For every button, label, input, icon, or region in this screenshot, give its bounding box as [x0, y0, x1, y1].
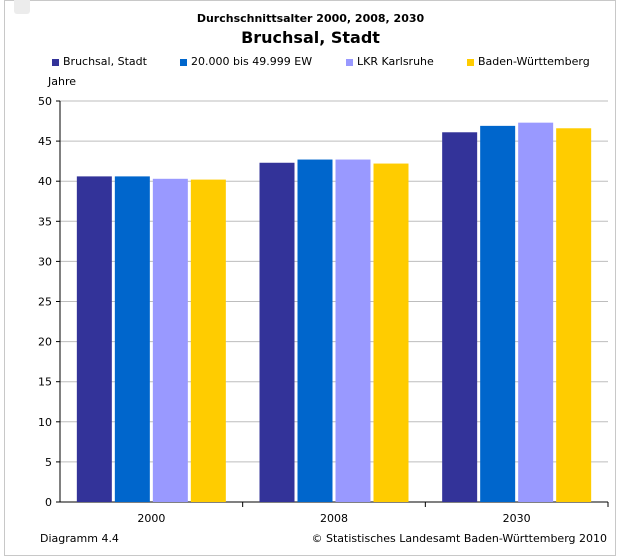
bar — [190, 179, 226, 502]
bar — [335, 159, 371, 502]
bar — [480, 125, 516, 502]
y-tick-label: 20 — [38, 336, 52, 349]
y-tick-label: 25 — [38, 296, 52, 309]
y-tick-label: 15 — [38, 376, 52, 389]
legend-label-4: Baden-Württemberg — [478, 55, 590, 68]
bar — [518, 122, 554, 503]
chart-subtitle: Bruchsal, Stadt — [241, 28, 380, 47]
bar — [442, 132, 478, 502]
legend-swatch-1 — [52, 59, 59, 66]
x-tick-label: 2030 — [503, 512, 531, 525]
bar — [114, 176, 150, 502]
y-tick-label: 10 — [38, 416, 52, 429]
legend-swatch-4 — [467, 59, 474, 66]
legend-swatch-2 — [180, 59, 187, 66]
y-tick-label: 5 — [45, 456, 52, 469]
bar — [373, 163, 409, 502]
y-tick-label: 40 — [38, 175, 52, 188]
y-tick-label: 45 — [38, 135, 52, 148]
bar — [152, 178, 188, 502]
corner-decoration — [14, 0, 30, 14]
y-tick-label: 0 — [45, 496, 52, 509]
x-tick-label: 2000 — [137, 512, 165, 525]
bar — [556, 128, 592, 502]
y-tick-label: 30 — [38, 255, 52, 268]
y-tick-label: 50 — [38, 95, 52, 108]
diagram-number: Diagramm 4.4 — [40, 532, 119, 545]
chart-title: Durchschnittsalter 2000, 2008, 2030 — [196, 12, 425, 25]
bar — [297, 159, 333, 502]
copyright-note: © Statistisches Landesamt Baden-Württemb… — [311, 532, 607, 545]
x-tick-label: 2008 — [320, 512, 348, 525]
legend-label-1: Bruchsal, Stadt — [63, 55, 147, 68]
y-tick-label: 35 — [38, 215, 52, 228]
bar — [76, 176, 112, 502]
legend-label-3: LKR Karlsruhe — [357, 55, 434, 68]
legend-swatch-3 — [346, 59, 353, 66]
y-axis-label: Jahre — [48, 75, 77, 88]
bar — [259, 162, 295, 502]
legend-label-2: 20.000 bis 49.999 EW — [191, 55, 313, 68]
